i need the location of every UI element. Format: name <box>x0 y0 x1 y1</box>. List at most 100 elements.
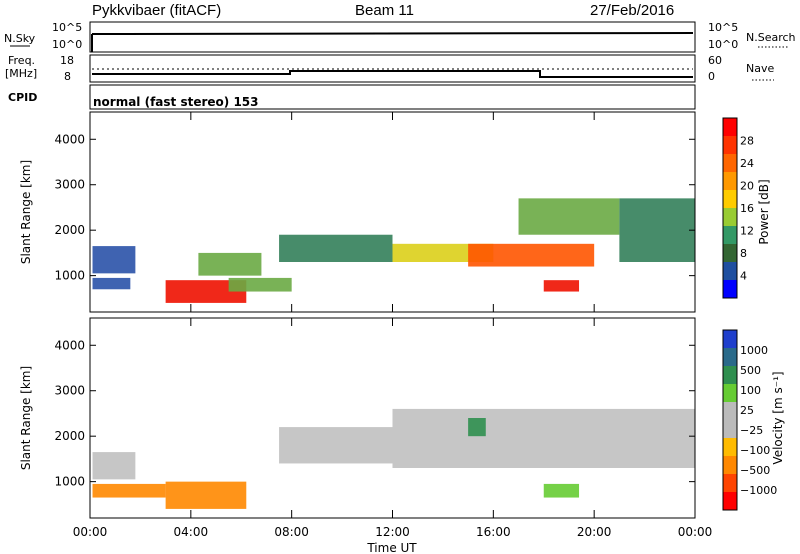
power-colorbar-swatch-2 <box>723 154 737 173</box>
velocity-ytick-label-2: 3000 <box>54 384 85 398</box>
velocity-colorbar-swatch-9 <box>723 492 737 511</box>
velocity-ytick-label-3: 4000 <box>54 338 85 352</box>
velocity-region-1 <box>92 483 166 498</box>
velocity-colorbar-tick-1: 500 <box>740 364 761 377</box>
power-region-9 <box>543 280 580 292</box>
power-ytick-label-1: 2000 <box>54 223 85 237</box>
power-region-2 <box>165 280 247 303</box>
velocity-data <box>92 408 695 509</box>
velocity-xtick-label-1: 04:00 <box>174 525 209 539</box>
nave-tick-bottom: 0 <box>708 70 715 83</box>
velocity-region-2 <box>165 481 247 509</box>
velocity-ylabel: Slant Range [km] <box>19 366 33 470</box>
velocity-xtick-label-2: 08:00 <box>274 525 309 539</box>
power-colorbar-tick-6: 4 <box>740 270 747 283</box>
velocity-colorbar-swatch-1 <box>723 348 737 367</box>
velocity-colorbar-swatch-8 <box>723 474 737 493</box>
freq-label: Freq. <box>8 54 35 67</box>
velocity-colorbar-tick-3: 25 <box>740 404 754 417</box>
power-colorbar-swatch-1 <box>723 136 737 155</box>
power-region-5 <box>279 234 393 262</box>
velocity-panel: 1000 2000 3000 4000 00:00 04:00 08:00 12:00 16:0… <box>19 317 712 554</box>
power-colorbar-swatch-3 <box>723 172 737 191</box>
freq-tick-bottom: 8 <box>64 70 71 83</box>
power-colorbar-swatch-6 <box>723 226 737 245</box>
sky-panel: N.Sky 10^5 10^0 10^5 10^0 N.Search <box>4 21 796 53</box>
power-colorbar-swatch-5 <box>723 208 737 227</box>
velocity-colorbar: 1000 500 100 25 −25 −100 −500 −1000 <box>722 329 777 511</box>
search-tick-top: 10^5 <box>708 21 738 34</box>
velocity-ytick-label-0: 1000 <box>54 475 85 489</box>
cpid-label: CPID <box>8 91 37 104</box>
power-region-7 <box>468 243 595 267</box>
power-colorbar-tick-3: 16 <box>740 202 754 215</box>
velocity-xtick-label-4: 16:00 <box>476 525 511 539</box>
power-data <box>92 198 695 303</box>
velocity-xtick-label-6: 00:00 <box>678 525 713 539</box>
freq-tick-top: 18 <box>60 54 74 67</box>
power-colorbar-tick-0: 28 <box>740 135 754 148</box>
cpid-value: normal (fast stereo) 153 <box>93 95 259 109</box>
power-region-1 <box>92 277 131 290</box>
velocity-region-4 <box>392 408 695 468</box>
power-ytick-label-3: 4000 <box>54 132 85 146</box>
power-colorbar-label: Power [dB] <box>757 179 771 244</box>
velocity-colorbar-tick-5: −100 <box>740 444 770 457</box>
velocity-colorbar-label: Velocity [m s⁻¹] <box>771 371 785 464</box>
velocity-colorbar-swatch-3 <box>723 384 737 403</box>
velocity-axes: 1000 2000 3000 4000 00:00 04:00 08:00 12:00 16:0… <box>54 318 712 539</box>
power-colorbar-tick-1: 24 <box>740 157 754 170</box>
power-colorbar-tick-4: 12 <box>740 225 754 238</box>
velocity-colorbar-tick-7: −1000 <box>740 484 777 497</box>
search-tick-bottom: 10^0 <box>708 38 738 51</box>
beam-label: Beam 11 <box>355 2 414 19</box>
time-xlabel: Time UT <box>366 541 417 554</box>
date-label: 27/Feb/2016 <box>590 2 675 19</box>
velocity-colorbar-swatch-5 <box>723 420 737 439</box>
power-colorbar: 28 24 20 16 12 8 4 <box>722 117 754 299</box>
velocity-xtick-label-3: 12:00 <box>375 525 410 539</box>
sky-tick-top: 10^5 <box>52 21 82 34</box>
power-colorbar-swatch-9 <box>723 280 737 299</box>
radar-title: Pykkvibaer (fitACF) <box>92 2 222 19</box>
velocity-xtick-label-5: 20:00 <box>577 525 612 539</box>
power-region-8 <box>518 198 620 235</box>
velocity-colorbar-swatch-0 <box>723 330 737 349</box>
sky-tick-bottom: 10^0 <box>52 38 82 51</box>
power-ytick-label-0: 1000 <box>54 269 85 283</box>
power-axes: 1000 2000 3000 4000 <box>54 112 696 312</box>
power-ylabel: Slant Range [km] <box>19 160 33 264</box>
velocity-colorbar-tick-0: 1000 <box>740 344 768 357</box>
velocity-region-3 <box>279 427 393 464</box>
velocity-colorbar-tick-6: −500 <box>740 464 770 477</box>
power-colorbar-swatch-4 <box>723 190 737 209</box>
power-colorbar-tick-2: 20 <box>740 180 754 193</box>
power-colorbar-swatch-7 <box>723 244 737 263</box>
velocity-colorbar-swatch-7 <box>723 456 737 475</box>
velocity-xtick-label-0: 00:00 <box>73 525 108 539</box>
nsky-label: N.Sky <box>4 32 36 45</box>
power-region-0 <box>92 246 136 274</box>
cpid-panel: CPID normal (fast stereo) 153 <box>8 84 696 110</box>
velocity-colorbar-frame <box>722 329 738 511</box>
velocity-ytick-label-1: 2000 <box>54 429 85 443</box>
nave-label: Nave <box>746 62 774 75</box>
power-region-4 <box>228 277 292 292</box>
velocity-colorbar-tick-2: 100 <box>740 384 761 397</box>
power-colorbar-swatch-8 <box>723 262 737 281</box>
power-ytick-label-2: 3000 <box>54 178 85 192</box>
power-region-3 <box>198 252 262 276</box>
velocity-colorbar-swatch-4 <box>723 402 737 421</box>
nsearch-label: N.Search <box>746 31 796 44</box>
power-colorbar-tick-5: 8 <box>740 247 747 260</box>
freq-unit-label: [MHz] <box>5 67 37 80</box>
power-colorbar-frame <box>722 117 738 299</box>
velocity-region-5 <box>543 483 580 498</box>
velocity-colorbar-swatch-6 <box>723 438 737 457</box>
power-colorbar-swatch-0 <box>723 118 737 137</box>
freq-panel: Freq. [MHz] 18 8 60 0 Nave <box>5 54 774 83</box>
power-region-10 <box>619 198 695 262</box>
velocity-region-6 <box>468 418 486 437</box>
nave-tick-top: 60 <box>708 54 722 67</box>
